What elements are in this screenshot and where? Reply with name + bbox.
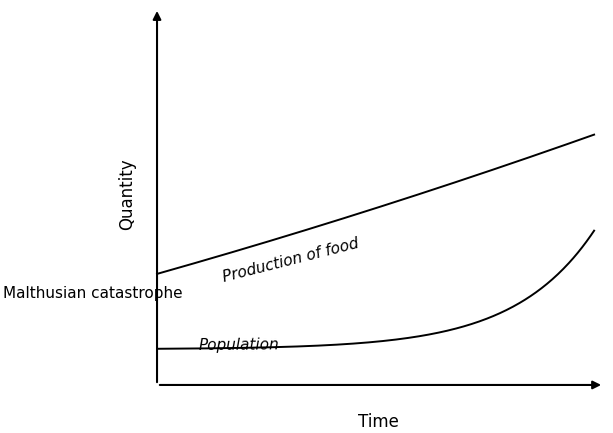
Text: Quantity: Quantity bbox=[118, 159, 137, 230]
Text: Production of food: Production of food bbox=[221, 236, 360, 285]
Text: Time: Time bbox=[357, 413, 398, 431]
Text: Malthusian catastrophe: Malthusian catastrophe bbox=[3, 286, 183, 301]
Text: Population: Population bbox=[199, 337, 280, 352]
